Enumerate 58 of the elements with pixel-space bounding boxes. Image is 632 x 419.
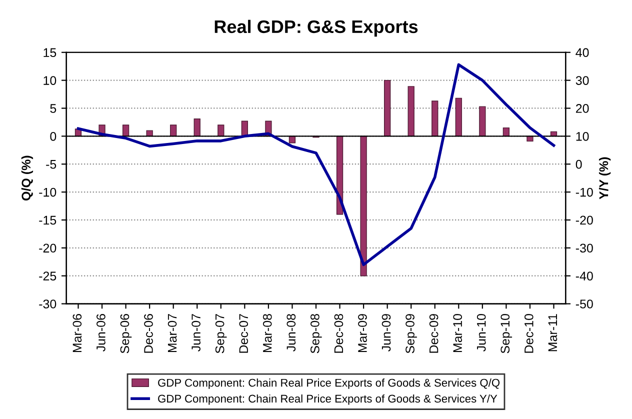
y-tick-label: -20 <box>39 244 56 253</box>
x-tick-label: Dec-06 <box>144 314 153 353</box>
x-tick-label: Sep-08 <box>310 314 322 354</box>
bar <box>384 80 391 137</box>
y2-axis-title: Y/Y (%) <box>598 157 611 200</box>
y2-tick-label: 10 <box>576 132 589 141</box>
y-tick-label: -5 <box>46 160 56 169</box>
x-tick-label: Dec-09 <box>429 314 438 353</box>
y2-tick-label: -50 <box>576 300 593 308</box>
bar <box>408 86 414 137</box>
x-tick-label: Mar-10 <box>453 314 462 352</box>
x-tick-label: Mar-08 <box>262 314 272 352</box>
x-tick-label: Mar-11 <box>548 314 558 352</box>
y-axis-title: Q/Q (%) <box>21 156 34 200</box>
x-tick-label: Dec-10 <box>524 314 534 353</box>
bar <box>526 136 534 142</box>
x-tick-label: Jun-08 <box>286 314 296 352</box>
y2-tick-label: 30 <box>576 76 589 85</box>
y-tick-label: -15 <box>39 216 56 225</box>
y-tick-label: 5 <box>50 104 56 113</box>
y2-tick-label: -30 <box>576 244 593 253</box>
x-tick-label: Dec-08 <box>334 314 344 353</box>
x-tick-label: Jun-09 <box>382 314 391 352</box>
y-tick-label: 10 <box>44 76 56 85</box>
bar <box>218 124 224 137</box>
bar <box>122 124 130 137</box>
bar <box>479 106 486 137</box>
bar <box>455 98 462 137</box>
y2-tick-label: -40 <box>576 272 593 280</box>
bar <box>170 124 177 137</box>
x-tick-label: Jun-10 <box>476 314 486 352</box>
legend-label: GDP Component: Chain Real Price Exports of Goods & Services Y/Y <box>158 394 498 405</box>
y2-tick-label: 40 <box>576 48 589 58</box>
y2-tick-label: -20 <box>576 216 593 225</box>
x-tick-label: Jun-07 <box>192 314 200 352</box>
x-tick-label: Jun-06 <box>96 314 106 352</box>
x-tick-label: Sep-06 <box>120 314 132 354</box>
bar <box>194 118 200 137</box>
x-tick-label: Sep-09 <box>406 314 417 354</box>
bar <box>432 100 438 137</box>
line-series <box>76 63 556 266</box>
bar <box>360 136 367 276</box>
y-tick-label: -30 <box>39 300 56 308</box>
y2-tick-label: 20 <box>576 104 589 113</box>
chart-title: Real GDP: G&S Exports <box>214 20 418 37</box>
y2-tick-label: -10 <box>576 188 593 197</box>
legend-label: GDP Component: Chain Real Price Exports of Goods & Services Q/Q <box>158 378 500 389</box>
x-tick-label: Sep-07 <box>215 314 227 354</box>
y-tick-label: 0 <box>50 132 56 141</box>
y2-tick-label: 0 <box>576 160 582 169</box>
y-tick-label: 15 <box>44 48 56 58</box>
x-tick-label: Sep-10 <box>500 314 512 354</box>
x-tick-label: Dec-07 <box>239 314 248 353</box>
y-tick-label: -25 <box>39 272 56 280</box>
y-tick-label: -10 <box>39 188 56 197</box>
x-tick-label: Mar-07 <box>168 314 177 352</box>
x-tick-label: Mar-06 <box>72 314 82 352</box>
x-tick-label: Mar-09 <box>358 314 367 352</box>
